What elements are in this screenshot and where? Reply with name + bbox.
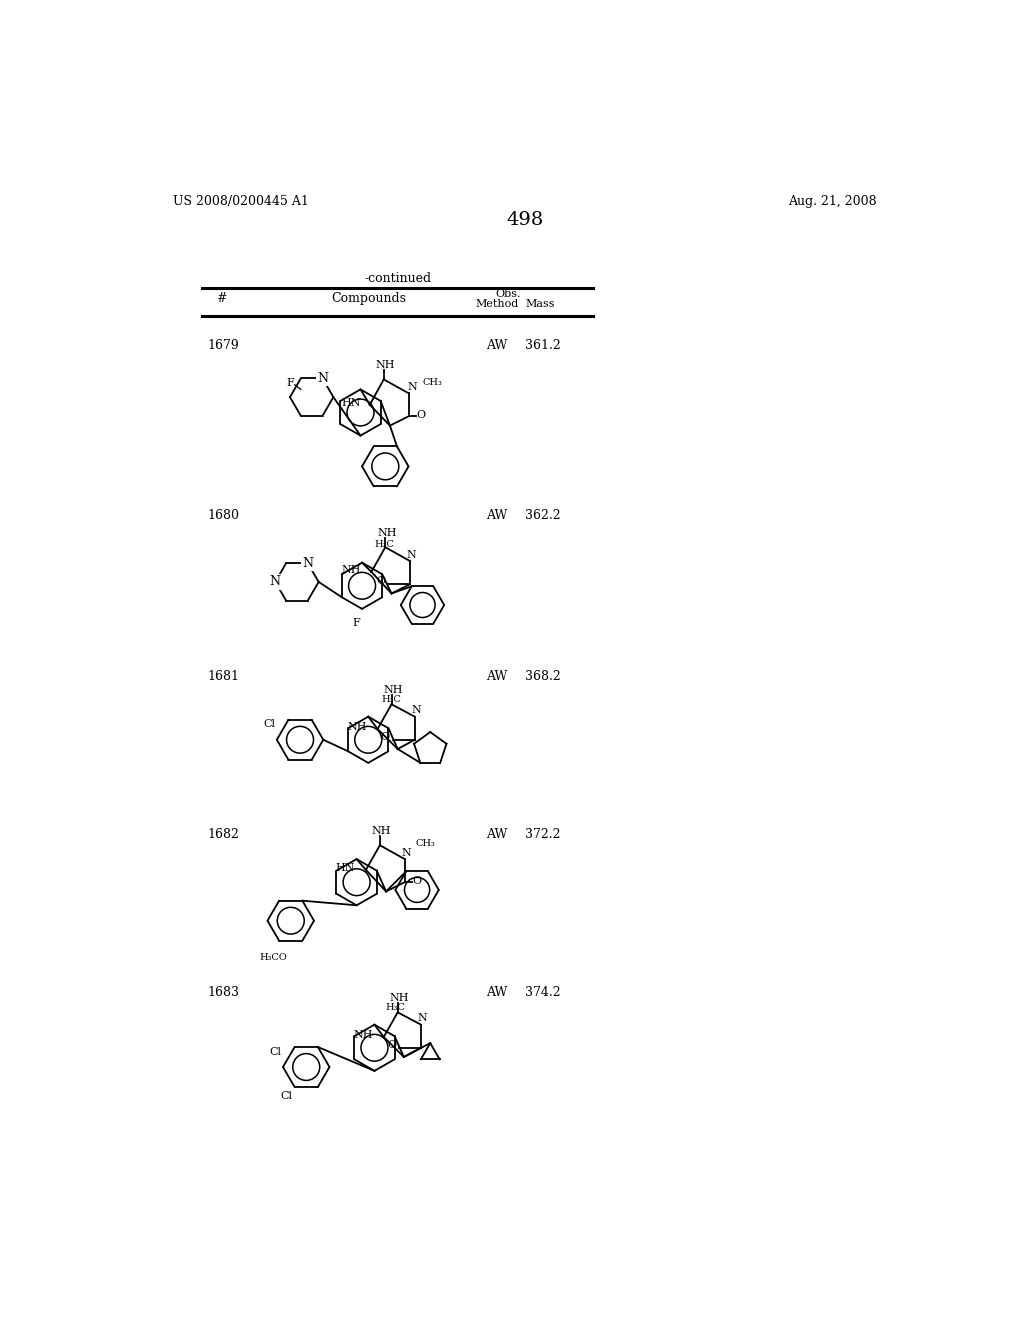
Text: Cl: Cl: [269, 1047, 282, 1056]
Text: 1682: 1682: [208, 829, 240, 841]
Text: 374.2: 374.2: [525, 986, 560, 999]
Text: AW: AW: [486, 339, 508, 352]
Text: 372.2: 372.2: [525, 829, 560, 841]
Text: 1679: 1679: [208, 339, 240, 352]
Text: O: O: [413, 875, 422, 886]
Text: AW: AW: [486, 829, 508, 841]
Text: N: N: [412, 705, 421, 715]
Text: NH: NH: [377, 528, 396, 539]
Text: #: #: [216, 293, 226, 305]
Text: Aug. 21, 2008: Aug. 21, 2008: [788, 195, 877, 209]
Text: O: O: [381, 731, 390, 742]
Text: HN: HN: [336, 863, 355, 874]
Text: O: O: [417, 409, 425, 420]
Text: 1683: 1683: [208, 986, 240, 999]
Text: AW: AW: [486, 671, 508, 684]
Text: NH: NH: [372, 826, 391, 836]
Text: N: N: [302, 557, 313, 570]
Text: N: N: [401, 847, 411, 858]
Text: 1680: 1680: [208, 508, 240, 521]
Text: 1681: 1681: [208, 671, 240, 684]
Text: 361.2: 361.2: [524, 339, 560, 352]
Text: F: F: [352, 618, 359, 628]
Text: HN: HN: [341, 399, 360, 408]
Text: NH: NH: [341, 565, 360, 576]
Text: Mass: Mass: [525, 300, 555, 309]
Text: NH: NH: [389, 993, 409, 1003]
Text: NH: NH: [383, 685, 402, 696]
Text: -continued: -continued: [365, 272, 431, 285]
Text: Obs.: Obs.: [496, 289, 521, 298]
Text: O: O: [387, 1040, 396, 1049]
Text: Compounds: Compounds: [331, 293, 406, 305]
Text: AW: AW: [486, 986, 508, 999]
Text: NH: NH: [376, 360, 395, 370]
Text: H₃C: H₃C: [381, 696, 400, 704]
Text: H₃CO: H₃CO: [260, 953, 288, 962]
Text: N: N: [408, 381, 418, 392]
Text: NH: NH: [347, 722, 367, 733]
Text: US 2008/0200445 A1: US 2008/0200445 A1: [173, 195, 309, 209]
Text: 498: 498: [506, 211, 544, 228]
Text: Cl: Cl: [263, 719, 275, 730]
Text: F: F: [286, 379, 294, 388]
Text: O: O: [376, 576, 385, 586]
Text: 362.2: 362.2: [525, 508, 560, 521]
Text: CH₃: CH₃: [423, 378, 442, 387]
Text: CH₃: CH₃: [416, 840, 435, 849]
Text: 368.2: 368.2: [524, 671, 560, 684]
Text: N: N: [269, 576, 281, 589]
Text: N: N: [407, 550, 417, 560]
Text: N: N: [317, 372, 328, 385]
Text: AW: AW: [486, 508, 508, 521]
Text: H₃C: H₃C: [375, 540, 394, 549]
Text: N: N: [418, 1014, 427, 1023]
Text: NH: NH: [353, 1031, 373, 1040]
Text: H₃C: H₃C: [386, 1003, 406, 1012]
Text: Cl: Cl: [281, 1092, 292, 1101]
Text: Method: Method: [475, 300, 518, 309]
